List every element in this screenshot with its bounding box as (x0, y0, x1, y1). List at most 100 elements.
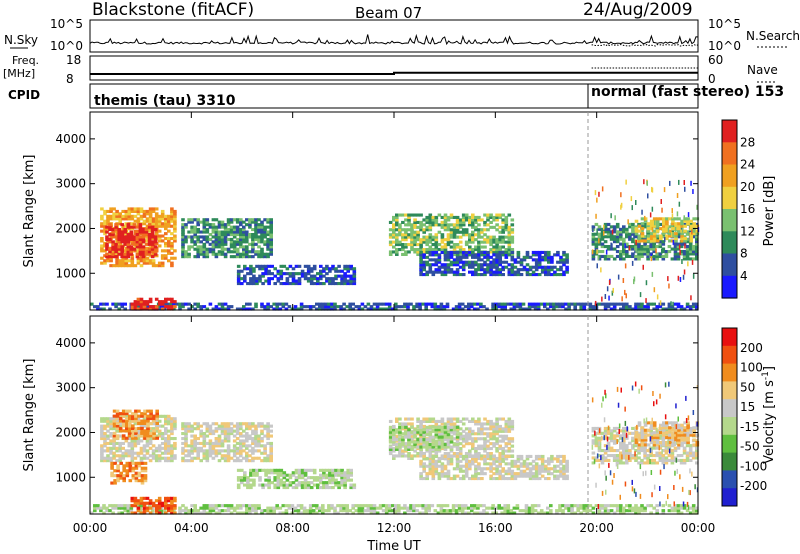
heatmap-cell (600, 232, 605, 236)
heatmap-cell (422, 433, 426, 437)
heatmap-cell (518, 302, 523, 306)
heatmap-cell (226, 250, 231, 254)
heatmap-cell (109, 451, 113, 455)
heatmap-cell (418, 307, 422, 311)
heatmap-cell (565, 459, 569, 463)
heatmap-cell (121, 264, 125, 268)
heatmap-cell (452, 417, 457, 421)
heatmap-cell (422, 469, 426, 473)
heatmap-cell (682, 274, 685, 280)
heatmap-cell (458, 220, 463, 224)
heatmap-cell (170, 305, 174, 309)
heatmap-cell (273, 483, 277, 487)
heatmap-cell (449, 245, 454, 249)
heatmap-cell (483, 447, 487, 451)
heatmap-cell (691, 302, 696, 306)
heatmap-cell (288, 264, 293, 268)
heatmap-cell (291, 473, 296, 477)
heatmap-cell (492, 245, 496, 249)
heatmap-cell (461, 228, 466, 232)
heatmap-cell (416, 452, 420, 456)
heatmap-cell (138, 235, 143, 239)
heatmap-cell (643, 307, 647, 311)
heatmap-cell (464, 454, 469, 458)
heatmap-cell (449, 213, 454, 217)
heatmap-cell (537, 265, 542, 269)
heatmap-cell (236, 483, 241, 487)
heatmap-cell (509, 302, 514, 306)
heatmap-cell (131, 461, 136, 465)
heatmap-cell (164, 432, 168, 436)
heatmap-cell (119, 461, 123, 465)
heatmap-cell (562, 472, 566, 476)
heatmap-cell (126, 252, 131, 256)
heatmap-cell (131, 476, 136, 480)
heatmap-cell (612, 441, 617, 445)
heatmap-cell (559, 260, 563, 264)
heatmap-cell (285, 279, 290, 283)
heatmap-cell (404, 447, 408, 451)
heatmap-cell (312, 468, 317, 472)
heatmap-cell (437, 447, 442, 451)
freq-trace (90, 71, 698, 75)
heatmap-cell (685, 250, 690, 254)
heatmap-cell (388, 233, 393, 237)
heatmap-cell (428, 438, 433, 442)
heatmap-cell (124, 249, 129, 253)
heatmap-cell (184, 459, 188, 463)
heatmap-cell (507, 469, 512, 473)
heatmap-cell (258, 476, 262, 480)
heatmap-cell (264, 473, 268, 477)
heatmap-cell (446, 225, 451, 229)
heatmap-cell (133, 207, 138, 211)
colorbar-tick: 28 (740, 135, 755, 149)
heatmap-cell (489, 434, 493, 438)
heatmap-cell (164, 417, 168, 421)
heatmap-cell (124, 451, 129, 455)
heatmap-cell (576, 302, 580, 306)
heatmap-cell (135, 225, 140, 229)
heatmap-cell (148, 441, 153, 445)
heatmap-cell (211, 250, 216, 254)
heatmap-cell (633, 279, 635, 285)
heatmap-cell (112, 444, 116, 448)
heatmap-cell (489, 467, 493, 471)
heatmap-cell (682, 252, 687, 256)
heatmap-cell (255, 279, 259, 283)
heatmap-cell (434, 452, 439, 456)
heatmap-cell (111, 235, 115, 239)
heatmap-cell (649, 212, 652, 218)
heatmap-cell (343, 471, 347, 475)
heatmap-cell (148, 214, 153, 218)
heatmap-cell (100, 451, 104, 455)
heatmap-cell (528, 255, 533, 259)
heatmap-cell (246, 272, 250, 276)
heatmap-cell (522, 459, 527, 463)
heatmap-cell (112, 417, 116, 421)
heatmap-cell (318, 307, 322, 311)
heatmap-cell (392, 230, 396, 234)
heatmap-cell (196, 255, 200, 259)
heatmap-cell (214, 451, 219, 455)
heatmap-cell (157, 222, 162, 226)
heatmap-cell (117, 235, 121, 239)
heatmap-cell (455, 425, 460, 429)
heatmap-cell (403, 305, 407, 309)
heatmap-cell (452, 454, 457, 458)
heatmap-cell (428, 430, 433, 434)
heatmap-cell (205, 441, 210, 445)
heatmap-cell (689, 219, 693, 223)
heatmap-cell (242, 434, 246, 438)
heatmap-cell (226, 307, 231, 311)
heatmap-cell (418, 302, 422, 306)
heatmap-cell (458, 469, 463, 473)
heatmap-cell (594, 444, 599, 448)
heatmap-cell (603, 230, 605, 236)
heatmap-cell (254, 228, 258, 232)
heatmap-cell (220, 307, 225, 311)
heatmap-cell (682, 254, 687, 258)
heatmap-cell (349, 264, 353, 268)
heatmap-cell (540, 459, 545, 463)
heatmap-cell (440, 467, 445, 471)
heatmap-cell (229, 240, 234, 244)
